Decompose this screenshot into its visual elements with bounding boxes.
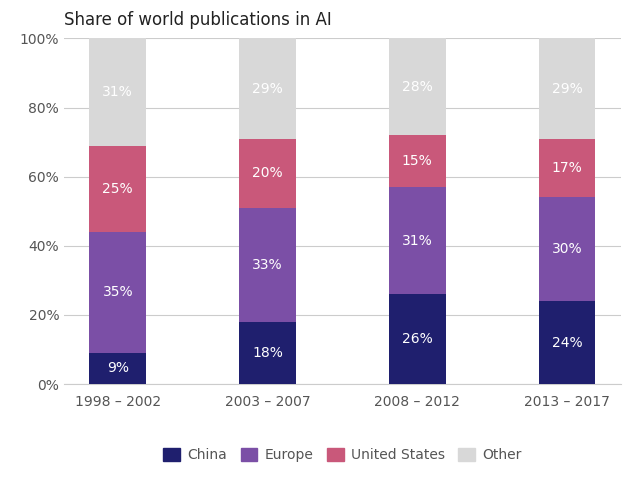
Bar [90, 232, 146, 353]
Bar [239, 208, 296, 322]
Bar [90, 145, 146, 232]
Text: 20%: 20% [252, 166, 283, 180]
Bar [539, 197, 595, 301]
Bar [389, 38, 445, 135]
Bar [90, 38, 146, 145]
Text: 17%: 17% [552, 161, 582, 175]
Bar [389, 135, 445, 187]
Text: 25%: 25% [102, 182, 133, 196]
Bar [539, 38, 595, 139]
Text: 30%: 30% [552, 242, 582, 256]
Text: 33%: 33% [252, 258, 283, 272]
Bar [239, 38, 296, 139]
Bar [90, 353, 146, 384]
Bar [539, 139, 595, 197]
Text: 29%: 29% [552, 82, 582, 96]
Text: 9%: 9% [107, 361, 129, 375]
Bar [239, 322, 296, 384]
Legend: China, Europe, United States, Other: China, Europe, United States, Other [158, 443, 527, 468]
Text: 28%: 28% [402, 80, 433, 94]
Bar [539, 301, 595, 384]
Bar [389, 187, 445, 294]
Text: Share of world publications in AI: Share of world publications in AI [64, 11, 332, 28]
Text: 24%: 24% [552, 336, 582, 349]
Text: 29%: 29% [252, 82, 283, 96]
Text: 26%: 26% [402, 332, 433, 346]
Text: 31%: 31% [102, 85, 133, 99]
Bar [389, 294, 445, 384]
Text: 18%: 18% [252, 346, 283, 360]
Text: 15%: 15% [402, 154, 433, 168]
Text: 35%: 35% [102, 286, 133, 300]
Text: 31%: 31% [402, 234, 433, 248]
Bar [239, 139, 296, 208]
